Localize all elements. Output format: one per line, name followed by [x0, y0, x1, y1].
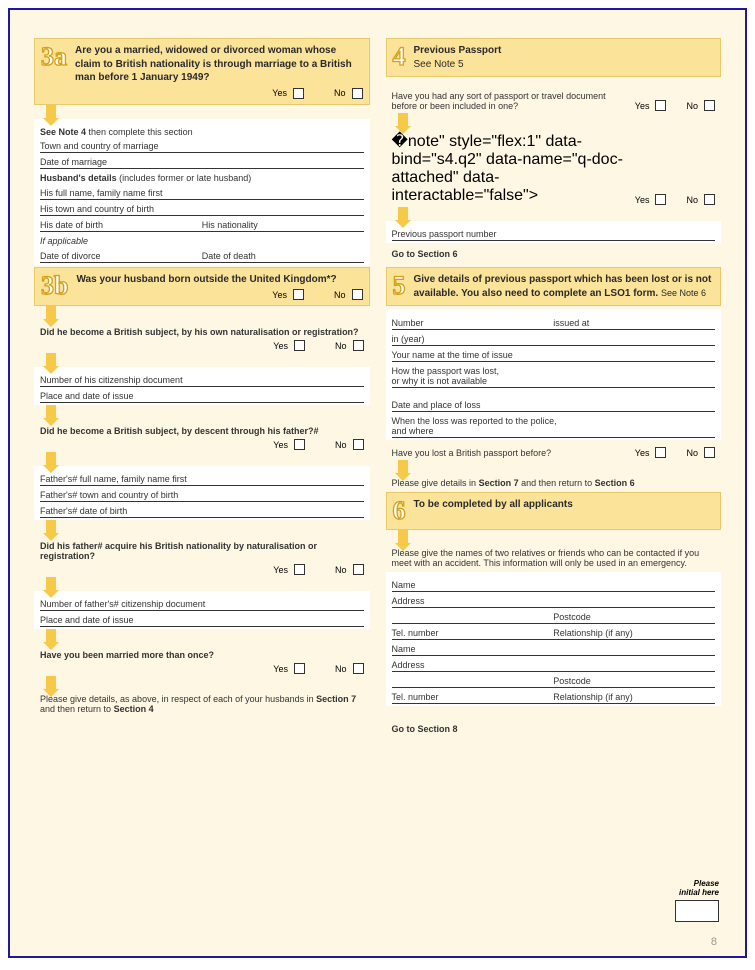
- q-married-more-once: Have you been married more than once?: [40, 650, 364, 660]
- field-prev-passport-num[interactable]: Previous passport number: [392, 225, 716, 241]
- q-descent: Did he become a British subject, by desc…: [40, 426, 364, 436]
- q4-no[interactable]: No: [335, 663, 364, 674]
- q-naturalisation: Did he become a British subject, by his …: [40, 327, 364, 337]
- if-applicable-label: If applicable: [40, 232, 364, 247]
- section-5-sub: See Note 6: [661, 288, 706, 298]
- s3b-no[interactable]: No: [334, 289, 363, 300]
- field-husband-nationality[interactable]: His nationality: [202, 220, 364, 230]
- section-6-intro: Please give the names of two relatives o…: [386, 548, 722, 568]
- field-c1-tel[interactable]: Tel. number: [392, 628, 554, 638]
- section-num-4: 4: [391, 44, 408, 70]
- field-husband-dob[interactable]: His date of birth: [40, 220, 202, 230]
- section-3a-title: Are you a married, widowed or divorced w…: [75, 44, 363, 85]
- field-c1-address[interactable]: Address: [392, 592, 716, 608]
- q-father-naturalisation: Did his father# acquire his British nati…: [40, 541, 364, 561]
- s4q1-yes[interactable]: Yes: [635, 100, 667, 111]
- section-3b-header: 3b Was your husband born outside the Uni…: [34, 267, 370, 307]
- flow-arrow-icon: [398, 113, 408, 127]
- s4q1-no[interactable]: No: [686, 100, 715, 111]
- s5q1-yes[interactable]: Yes: [635, 447, 667, 458]
- field-name-at-issue[interactable]: Your name at the time of issue: [392, 346, 716, 362]
- see-note-4: See Note 4: [40, 127, 86, 137]
- s3a-yes[interactable]: Yes: [272, 88, 304, 99]
- form-page: 3a Are you a married, widowed or divorce…: [8, 8, 747, 958]
- section-3a-header: 3a Are you a married, widowed or divorce…: [34, 38, 370, 105]
- section-4-sub: See Note 5: [414, 58, 715, 72]
- flow-arrow-icon: [46, 353, 56, 367]
- field-father-doc-num[interactable]: Number of father's# citizenship document: [40, 595, 364, 611]
- field-c1-postcode[interactable]: Postcode: [553, 612, 715, 622]
- field-c1-rel[interactable]: Relationship (if any): [553, 628, 715, 638]
- field-town-country-marriage[interactable]: Town and country of marriage: [40, 137, 364, 153]
- flow-arrow-icon: [46, 520, 56, 534]
- s4q2-yes[interactable]: Yes: [635, 194, 667, 205]
- s5q1-no[interactable]: No: [686, 447, 715, 458]
- flow-arrow-icon: [398, 460, 408, 474]
- page-number: 8: [711, 936, 717, 948]
- flow-arrow-icon: [46, 676, 56, 690]
- field-date-death[interactable]: Date of death: [202, 251, 364, 261]
- section-4-title: Previous Passport: [414, 44, 715, 58]
- section-3b-title: Was your husband born outside the United…: [76, 273, 362, 287]
- flow-arrow-icon: [46, 577, 56, 591]
- section-6-title: To be completed by all applicants: [414, 498, 715, 512]
- field-father-dob[interactable]: Father's# date of birth: [40, 502, 364, 518]
- field-c1-name[interactable]: Name: [392, 576, 716, 592]
- q2-no[interactable]: No: [335, 439, 364, 450]
- section-6-header: 6 To be completed by all applicants: [386, 492, 722, 530]
- q3-no[interactable]: No: [335, 564, 364, 575]
- field-issued-at[interactable]: issued at: [553, 318, 715, 328]
- field-number[interactable]: Number: [392, 318, 554, 328]
- s4q2-no[interactable]: No: [686, 194, 715, 205]
- initial-here-box[interactable]: Please initial here: [675, 880, 719, 922]
- goto-section-8: Go to Section 8: [386, 724, 722, 734]
- q1-no[interactable]: No: [335, 340, 364, 351]
- flow-arrow-icon: [398, 207, 408, 221]
- field-reported-police[interactable]: When the loss was reported to the police…: [392, 412, 716, 438]
- field-c2-rel[interactable]: Relationship (if any): [553, 692, 715, 702]
- initial-here-label: Please initial here: [675, 880, 719, 898]
- q3-yes[interactable]: Yes: [273, 564, 305, 575]
- flow-arrow-icon: [398, 530, 408, 544]
- field-date-divorce[interactable]: Date of divorce: [40, 251, 202, 261]
- field-citizenship-doc-num[interactable]: Number of his citizenship document: [40, 371, 364, 387]
- section-num-3a: 3a: [39, 44, 69, 70]
- field-husband-name[interactable]: His full name, family name first: [40, 184, 364, 200]
- q-lost-before: Have you lost a British passport before?: [392, 448, 627, 458]
- field-c2-tel[interactable]: Tel. number: [392, 692, 554, 702]
- s3a-no[interactable]: No: [334, 88, 363, 99]
- left-column: 3a Are you a married, widowed or divorce…: [34, 38, 370, 938]
- field-c2-name[interactable]: Name: [392, 640, 716, 656]
- section-4-header: 4 Previous Passport See Note 5: [386, 38, 722, 77]
- flow-arrow-icon: [46, 105, 56, 119]
- flow-arrow-icon: [46, 629, 56, 643]
- section-num-5: 5: [391, 273, 408, 299]
- field-c2-address[interactable]: Address: [392, 656, 716, 672]
- s3b-yes[interactable]: Yes: [272, 289, 304, 300]
- right-column: 4 Previous Passport See Note 5 Have you …: [386, 38, 722, 938]
- flow-arrow-icon: [46, 452, 56, 466]
- field-how-lost[interactable]: How the passport was lost, or why it is …: [392, 362, 716, 388]
- field-father-birthplace[interactable]: Father's# town and country of birth: [40, 486, 364, 502]
- q1-yes[interactable]: Yes: [273, 340, 305, 351]
- q-had-passport: Have you had any sort of passport or tra…: [392, 91, 627, 111]
- section-5-header: 5 Give details of previous passport whic…: [386, 267, 722, 306]
- field-father-name[interactable]: Father's# full name, family name first: [40, 470, 364, 486]
- field-husband-birthplace[interactable]: His town and country of birth: [40, 200, 364, 216]
- flow-arrow-icon: [46, 306, 56, 320]
- field-date-marriage[interactable]: Date of marriage: [40, 153, 364, 169]
- field-place-date-issue[interactable]: Place and date of issue: [40, 387, 364, 403]
- field-date-place-loss[interactable]: Date and place of loss: [392, 396, 716, 412]
- field-in-year[interactable]: in (year): [392, 330, 716, 346]
- section-num-3b: 3b: [39, 273, 70, 299]
- field-c2-postcode[interactable]: Postcode: [553, 676, 715, 686]
- goto-section-6: Go to Section 6: [386, 249, 722, 259]
- husband-details-label: Husband's details: [40, 173, 117, 183]
- flow-arrow-icon: [46, 405, 56, 419]
- field-father-place-date-issue[interactable]: Place and date of issue: [40, 611, 364, 627]
- q4-yes[interactable]: Yes: [273, 663, 305, 674]
- q2-yes[interactable]: Yes: [273, 439, 305, 450]
- section-num-6: 6: [391, 498, 408, 524]
